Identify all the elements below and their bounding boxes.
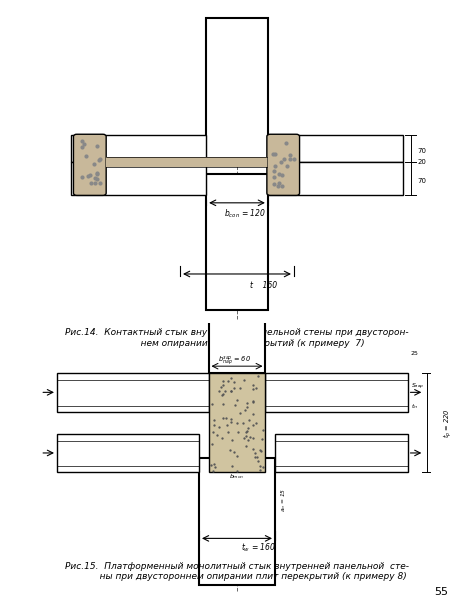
Text: 20: 20 — [417, 159, 426, 165]
Text: 70: 70 — [417, 147, 426, 153]
Text: $b_{mon}$: $b_{mon}$ — [229, 473, 245, 481]
Text: Рис.15.  Платформенный монолитный стык внутренней панельной  сте-
           ны : Рис.15. Платформенный монолитный стык вн… — [65, 562, 409, 581]
Text: 55: 55 — [434, 587, 448, 597]
Bar — [57, 434, 199, 472]
Text: $b_{con}$ = 120: $b_{con}$ = 120 — [225, 207, 266, 220]
Bar — [106, 157, 267, 167]
Bar — [199, 458, 275, 585]
Text: $S_{зар}$: $S_{зар}$ — [411, 382, 425, 392]
Bar — [265, 373, 408, 412]
Bar — [209, 373, 265, 472]
Text: $b^{зар}_{пар}$ = 60: $b^{зар}_{пар}$ = 60 — [218, 355, 251, 368]
Bar — [71, 162, 206, 195]
Bar — [57, 373, 209, 412]
Text: 70: 70 — [417, 177, 426, 183]
Text: t    160: t 160 — [249, 280, 277, 289]
Text: $a_н$ = 15: $a_н$ = 15 — [279, 488, 288, 512]
Text: 25: 25 — [410, 351, 418, 356]
Bar — [275, 434, 408, 472]
Bar — [268, 162, 403, 195]
Bar — [206, 174, 268, 310]
FancyBboxPatch shape — [73, 134, 106, 195]
FancyBboxPatch shape — [267, 134, 300, 195]
Bar — [268, 135, 403, 162]
Bar — [209, 291, 265, 373]
Text: $t_p$ = 220: $t_p$ = 220 — [442, 408, 454, 437]
Text: $t_w$ = 160: $t_w$ = 160 — [241, 541, 276, 554]
Text: Рис.14.  Контактный стык внутренней панельной стены при двусторон-
           не: Рис.14. Контактный стык внутренней панел… — [65, 328, 409, 348]
Bar — [206, 19, 268, 164]
Bar — [71, 135, 206, 162]
Text: $t_н$: $t_н$ — [411, 402, 419, 411]
